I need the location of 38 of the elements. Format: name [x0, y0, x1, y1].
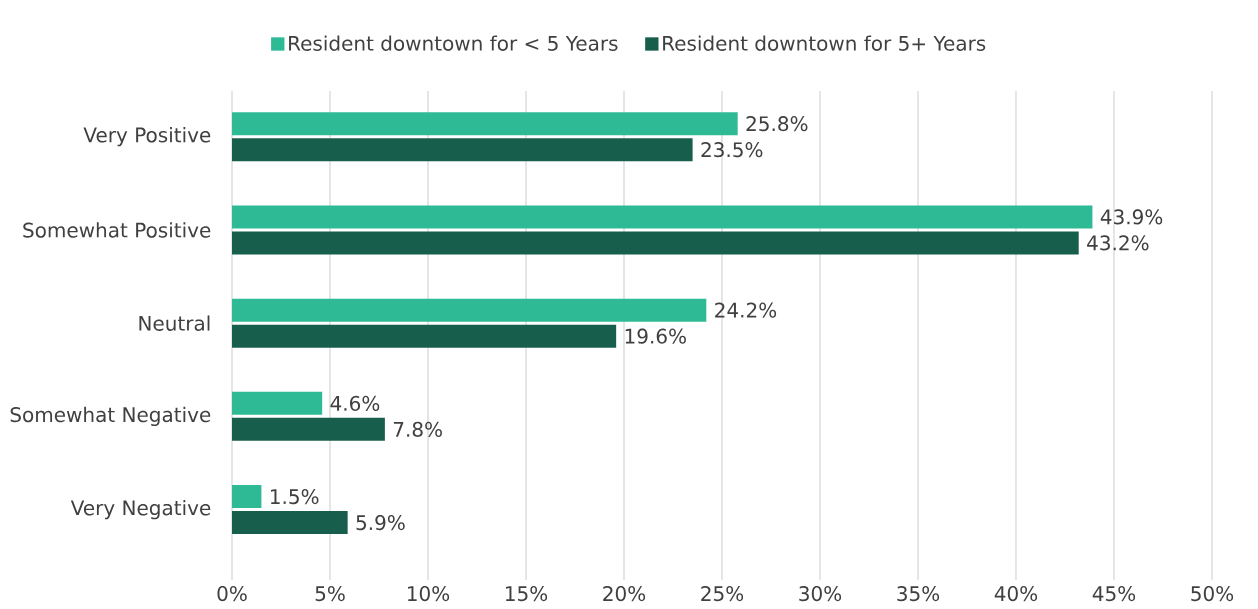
x-tick-label: 20% [603, 586, 646, 602]
bar [232, 417, 385, 441]
x-tick-label: 0% [217, 586, 247, 602]
bar [232, 231, 1079, 255]
y-tick-label: Somewhat Positive [23, 222, 211, 238]
bar [232, 324, 617, 348]
bar [232, 485, 262, 509]
bar [232, 205, 1093, 229]
data-label: 43.2% [1087, 235, 1149, 251]
x-tick-label: 5% [315, 586, 345, 602]
x-tick-label: 35% [897, 586, 940, 602]
x-tick-label: 45% [1092, 586, 1136, 602]
data-label: 7.8% [393, 421, 442, 437]
data-label: 5.9% [356, 515, 405, 531]
bar [232, 138, 693, 162]
y-tick-label: Very Negative [70, 499, 211, 520]
bar [232, 511, 348, 535]
y-tick-label: Neutral [139, 315, 210, 331]
data-label: 1.5% [270, 489, 319, 505]
x-tick-label: 50% [1191, 586, 1234, 602]
data-label: 23.5% [701, 142, 763, 158]
bar [232, 298, 707, 322]
data-label: 4.6% [330, 395, 380, 411]
data-label: 19.6% [625, 328, 686, 344]
x-tick-label: 10% [407, 586, 450, 602]
legend-label: Resident downtown for < 5 Years [289, 35, 618, 51]
x-tick-label: 15% [505, 586, 548, 602]
data-label: 43.9% [1100, 209, 1163, 225]
legend-label: Resident downtown for 5+ Years [663, 35, 986, 51]
data-label: 24.2% [715, 302, 777, 318]
x-tick-label: 40% [994, 586, 1038, 602]
bar [232, 391, 323, 415]
x-tick-label: 25% [701, 586, 744, 602]
x-tick-label: 30% [799, 586, 842, 602]
bar [232, 112, 738, 136]
y-tick-label: Somewhat Negative [10, 406, 211, 427]
data-label: 25.8% [746, 116, 808, 132]
y-tick-label: Very Positive [83, 127, 211, 147]
